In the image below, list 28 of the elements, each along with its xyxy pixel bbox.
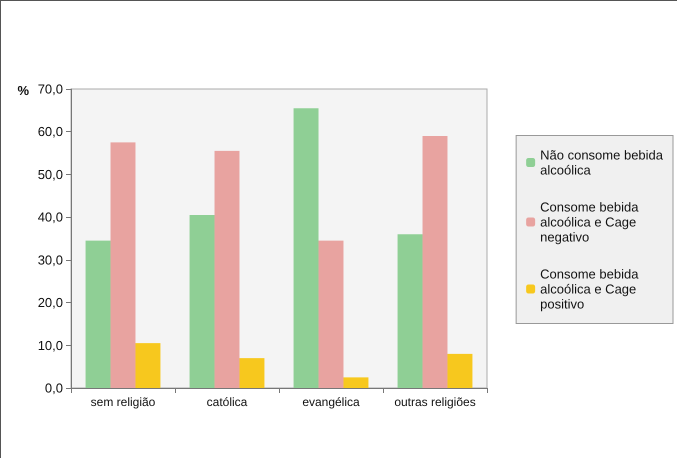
bar: [318, 240, 344, 388]
bar: [398, 234, 423, 388]
y-tick-label: 30,0: [38, 252, 63, 268]
bar: [110, 142, 136, 388]
bar: [294, 108, 319, 388]
y-axis-title: %: [17, 83, 30, 98]
y-tick-label: 0,0: [44, 380, 63, 396]
x-tick-label: outras religiões: [394, 395, 476, 409]
bar: [422, 136, 448, 388]
bar: [239, 358, 264, 388]
legend-label: Consome bebida alcoólica e Cage positivo: [540, 266, 640, 312]
bar: [86, 240, 111, 388]
x-tick-label: evangélica: [302, 395, 360, 409]
y-tick-label: 70,0: [38, 82, 63, 96]
x-tick-label: sem religião: [90, 395, 156, 409]
bar: [343, 377, 368, 388]
legend-label: Consome bebida alcoólica e Cage negativo: [540, 200, 640, 244]
y-tick-label: 20,0: [38, 295, 63, 310]
y-tick-label: 10,0: [38, 338, 63, 353]
y-tick-label: 60,0: [38, 124, 63, 140]
bar: [447, 354, 472, 388]
x-tick-label: católica: [206, 395, 248, 409]
bar: [214, 150, 240, 388]
y-tick-label: 40,0: [38, 210, 63, 225]
y-tick-label: 50,0: [38, 166, 63, 182]
bar: [135, 343, 160, 388]
legend-label: Não consome bebida alcoólica: [540, 148, 664, 178]
bar: [190, 215, 215, 388]
